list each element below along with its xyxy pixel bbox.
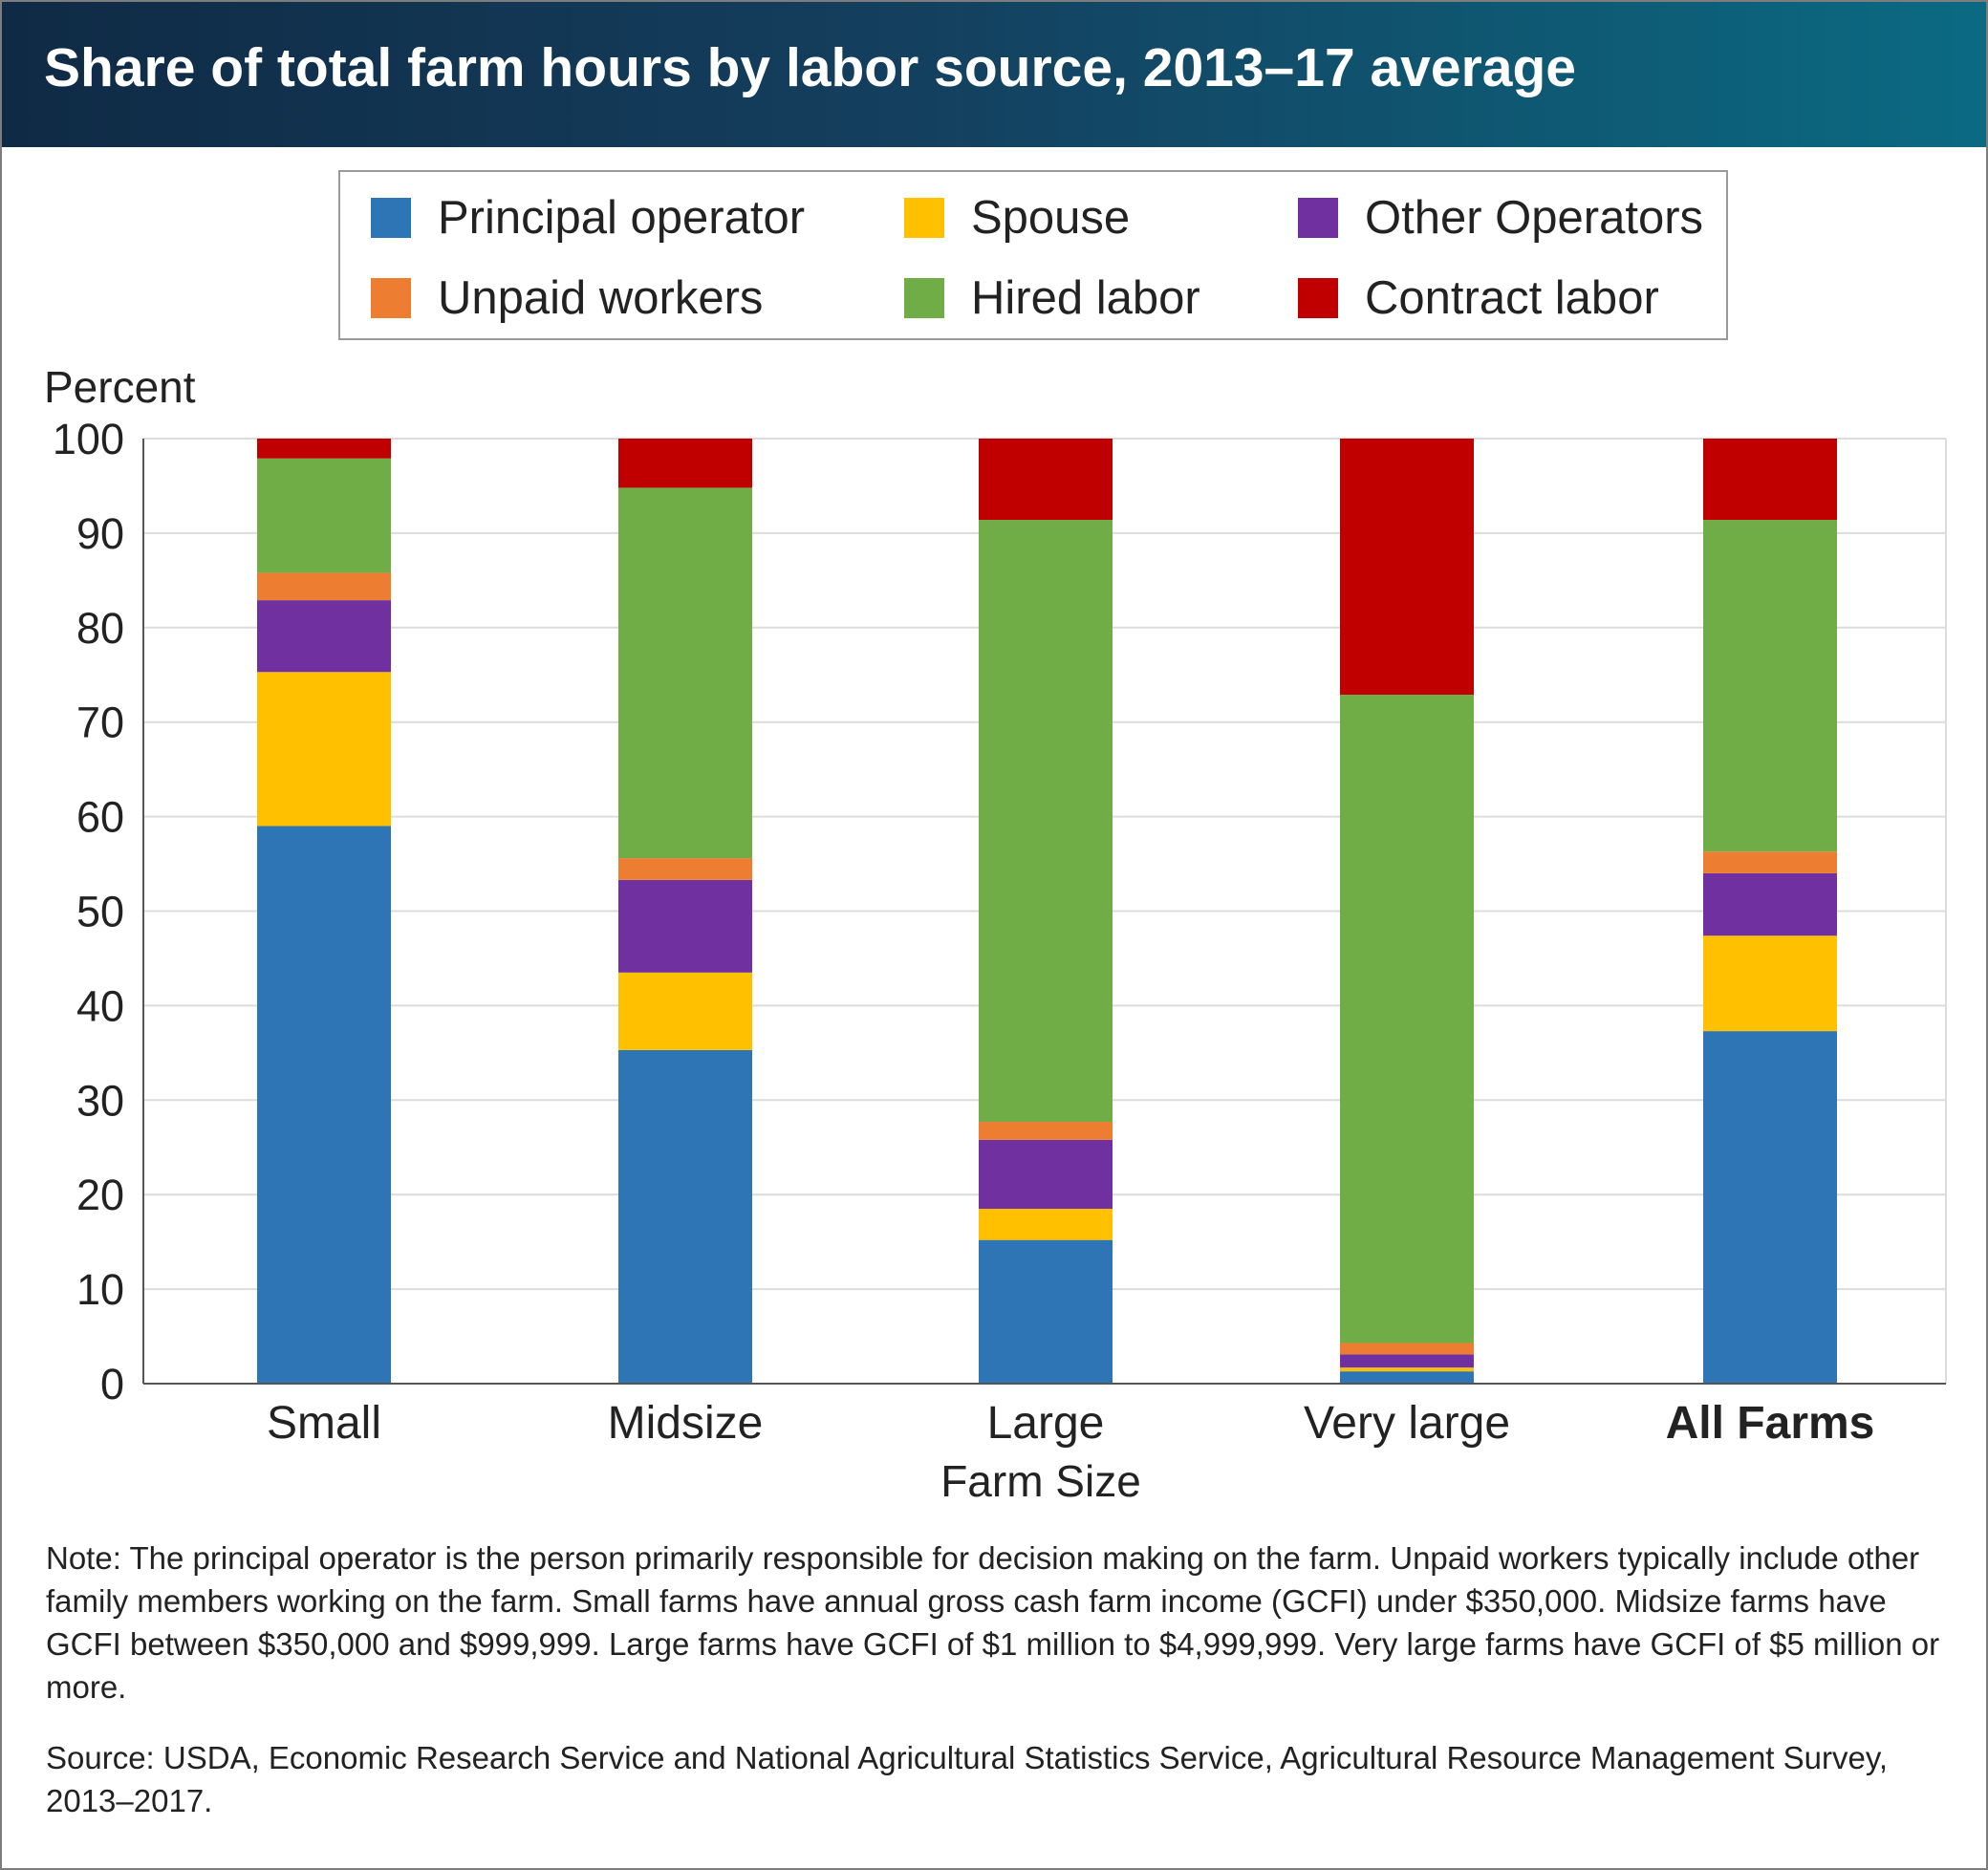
y-tick-label-90: 90 [76,509,124,558]
legend-item-principal-operator: Principal operator [371,191,805,245]
legend-item-other-operators: Other Operators [1298,191,1703,245]
legend-item-contract-labor: Contract labor [1298,271,1659,325]
bar-all-farms-spouse [1703,935,1837,1032]
y-tick-label-60: 60 [76,793,124,842]
bar-large-unpaid-workers [979,1122,1113,1140]
legend-label-unpaid-workers: Unpaid workers [438,272,764,324]
bar-midsize-spouse [618,972,752,1050]
legend-swatch-spouse [904,198,944,238]
y-tick-label-100: 100 [53,415,124,463]
bar-very-large-hired-labor [1340,695,1474,1343]
legend-swatch-hired-labor [904,278,944,318]
y-tick-label-40: 40 [76,981,124,1030]
bar-very-large-unpaid-workers [1340,1343,1474,1355]
bar-large-other-operators [979,1139,1113,1210]
bars [257,439,1837,1384]
y-tick-label-50: 50 [76,888,124,936]
bar-all-farms-contract-labor [1703,439,1837,521]
bar-all-farms-unpaid-workers [1703,851,1837,873]
y-tick-label-80: 80 [76,604,124,653]
title-banner: Share of total farm hours by labor sourc… [2,2,1986,147]
bar-large-spouse [979,1209,1113,1240]
bar-midsize-hired-labor [618,487,752,859]
bar-small-principal-operator [257,826,391,1384]
x-tick-label-small: Small [267,1398,381,1449]
bar-small-unpaid-workers [257,572,391,601]
bar-small-contract-labor [257,439,391,459]
legend-label-hired-labor: Hired labor [971,272,1200,324]
source-note: Source: USDA, Economic Research Service … [46,1740,1889,1818]
bar-midsize-other-operators [618,879,752,973]
bar-small-spouse [257,672,391,827]
stacked-bar-chart: Percent Farm Size 0 10 20 30 40 50 60 70 80 90 100… [44,362,1947,1506]
legend-item-spouse: Spouse [904,191,1130,245]
legend-swatch-unpaid-workers [371,278,411,318]
bar-very-large-other-operators [1340,1354,1474,1368]
y-tick-label-20: 20 [76,1171,124,1219]
legend-swatch-other-operators [1298,198,1338,238]
x-tick-label-large: Large [987,1398,1105,1449]
footnote: Note: The principal operator is the pers… [46,1540,1940,1705]
x-axis-title: Farm Size [940,1456,1141,1506]
bar-large-principal-operator [979,1239,1113,1384]
legend-item-unpaid-workers: Unpaid workers [371,271,763,325]
bar-all-farms-other-operators [1703,872,1837,936]
bar-midsize-principal-operator [618,1049,752,1384]
bar-all-farms-principal-operator [1703,1031,1837,1384]
legend-item-hired-labor: Hired labor [904,271,1200,325]
y-tick-label-30: 30 [76,1076,124,1125]
chart-title: Share of total farm hours by labor sourc… [44,37,1576,98]
y-tick-label-10: 10 [76,1265,124,1314]
axes [142,439,1946,1385]
bar-large-contract-labor [979,439,1113,521]
bar-very-large-contract-labor [1340,439,1474,696]
legend-swatch-contract-labor [1298,278,1338,318]
bar-small-other-operators [257,600,391,673]
legend-label-principal-operator: Principal operator [438,192,806,244]
bar-very-large-principal-operator [1340,1371,1474,1384]
y-tick-label-70: 70 [76,699,124,747]
bar-midsize-unpaid-workers [618,858,752,880]
legend-label-contract-labor: Contract labor [1365,272,1659,324]
legend-label-spouse: Spouse [971,192,1131,244]
bar-large-hired-labor [979,520,1113,1123]
x-tick-label-midsize: Midsize [608,1398,764,1449]
legend: Principal operator Unpaid workers Spouse… [338,170,1728,340]
y-tick-label-0: 0 [100,1360,124,1408]
legend-label-other-operators: Other Operators [1365,192,1704,244]
y-axis-title: Percent [44,362,196,412]
bar-very-large-spouse [1340,1367,1474,1372]
x-tick-labels: Small Midsize Large Very large All Farms [267,1398,1874,1449]
bar-small-hired-labor [257,458,391,573]
x-tick-label-all-farms: All Farms [1666,1398,1875,1449]
bar-all-farms-hired-labor [1703,520,1837,852]
bar-midsize-contract-labor [618,439,752,488]
y-tick-labels: 0 10 20 30 40 50 60 70 80 90 100 [53,415,124,1408]
legend-swatch-principal-operator [371,198,411,238]
x-tick-label-very-large: Very large [1304,1398,1510,1449]
